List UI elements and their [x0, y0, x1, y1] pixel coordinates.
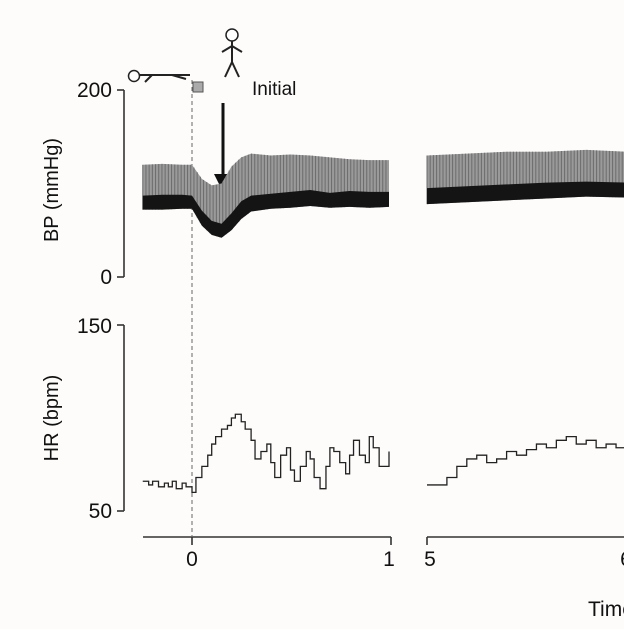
hr-tick-label-top: 150: [77, 315, 112, 338]
bp-y-label: BP (mmHg): [41, 138, 63, 242]
bp-tick-label-top: 200: [77, 79, 112, 102]
hr-trace-1: [427, 435, 624, 486]
supine-figure-icon: [127, 69, 190, 83]
hr-tick-label-bottom: 50: [89, 500, 112, 523]
hr-traces: [142, 413, 624, 494]
x-tick-label-5: 5: [424, 548, 436, 571]
x-tick-label-1: 1: [383, 548, 395, 571]
x-tick-label-0: 0: [186, 548, 198, 571]
standing-figure-icon: [221, 28, 243, 78]
hr-y-label: HR (bpm): [41, 375, 63, 462]
x-axis-label: Time: [588, 598, 624, 621]
hr-trace-0: [142, 413, 390, 494]
x-tick-label-6: 6: [620, 548, 624, 571]
bp-mean-trace-1: [427, 181, 624, 205]
bp-traces: [142, 149, 624, 238]
initial-annotation: Initial: [252, 79, 296, 100]
onset-marker-square: [192, 81, 204, 93]
bp-tick-label-bottom: 0: [100, 266, 112, 289]
bp-mean-trace-0: [142, 190, 389, 238]
